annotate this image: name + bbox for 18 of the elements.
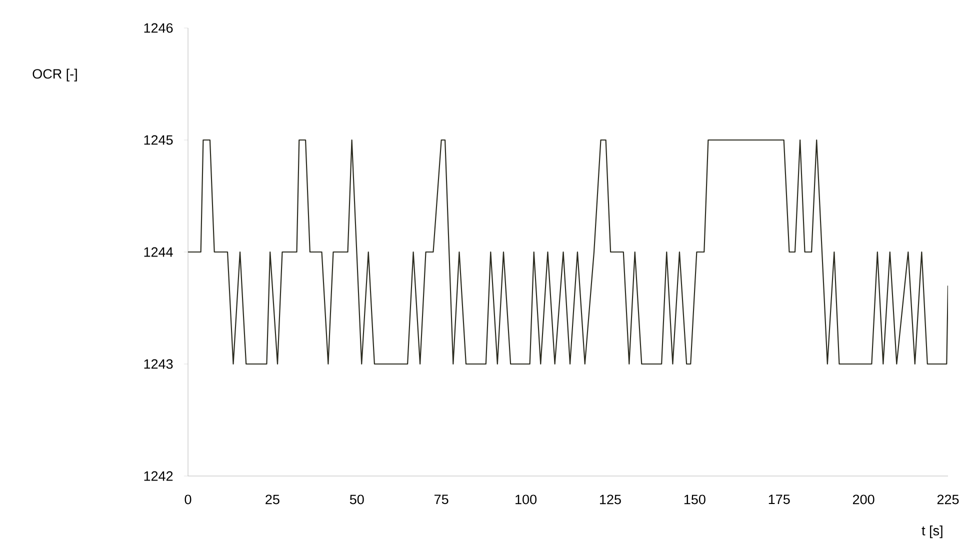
- y-tick-label: 1243: [144, 359, 173, 369]
- y-tick-label: 1245: [144, 135, 173, 145]
- y-axis-title: OCR [-]: [32, 68, 77, 82]
- x-tick-label: 50: [350, 494, 364, 504]
- x-tick-label: 75: [434, 494, 448, 504]
- y-tick-label: 1244: [144, 247, 173, 257]
- y-tick-label: 1242: [144, 471, 173, 481]
- x-tick-label: 0: [184, 494, 192, 504]
- x-axis-title: t [s]: [922, 526, 942, 538]
- x-tick-label: 225: [937, 494, 959, 504]
- y-tick-label: 1246: [144, 23, 173, 33]
- x-tick-label: 200: [852, 494, 874, 504]
- line-series: [188, 139, 948, 365]
- x-tick-label: 125: [600, 494, 621, 504]
- x-tick-label: 100: [516, 494, 537, 504]
- x-tick-label: 25: [266, 494, 280, 504]
- x-tick-label: 150: [684, 494, 706, 504]
- x-tick-label: 175: [768, 494, 790, 504]
